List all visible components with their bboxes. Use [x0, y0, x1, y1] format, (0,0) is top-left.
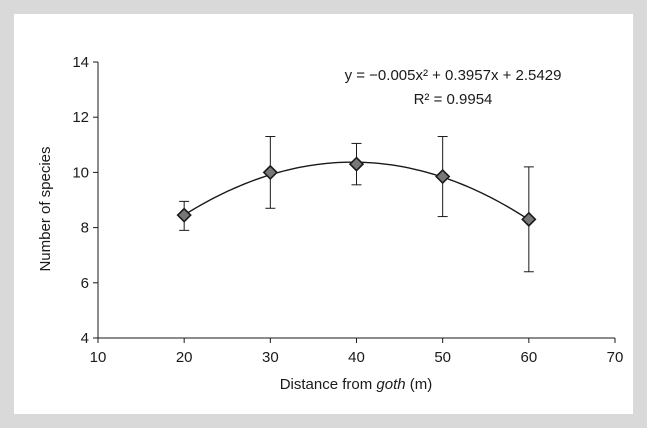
y-tick-label: 8 — [81, 220, 89, 237]
data-marks — [176, 136, 537, 273]
x-tick-label: 70 — [607, 349, 624, 366]
x-tick-label: 30 — [262, 349, 279, 366]
x-tick-label: 60 — [520, 349, 537, 366]
y-tick-label: 4 — [81, 330, 89, 347]
y-tick-label: 10 — [72, 164, 89, 181]
x-tick-label: 20 — [176, 349, 193, 366]
data-point — [262, 164, 278, 181]
y-tick-label: 6 — [81, 275, 89, 292]
x-tick-label: 50 — [434, 349, 451, 366]
r-squared-label: R² = 0.9954 — [414, 91, 493, 108]
x-tick-label: 10 — [90, 349, 107, 366]
data-point — [435, 168, 451, 185]
y-tick-label: 12 — [72, 109, 89, 126]
x-axis-label: Distance from goth (m) — [280, 376, 433, 393]
data-point — [521, 211, 537, 227]
y-tick-label: 14 — [72, 54, 89, 71]
data-point — [176, 207, 192, 223]
trendline-equation: y = −0.005x² + 0.3957x + 2.5429 — [345, 67, 562, 84]
y-axis-label: Number of species — [37, 146, 54, 271]
ticks: 4 6 8 10 12 14 10 20 30 40 50 60 70 — [72, 54, 623, 366]
data-point — [348, 156, 365, 172]
x-tick-label: 40 — [348, 349, 365, 366]
axes — [97, 62, 615, 339]
